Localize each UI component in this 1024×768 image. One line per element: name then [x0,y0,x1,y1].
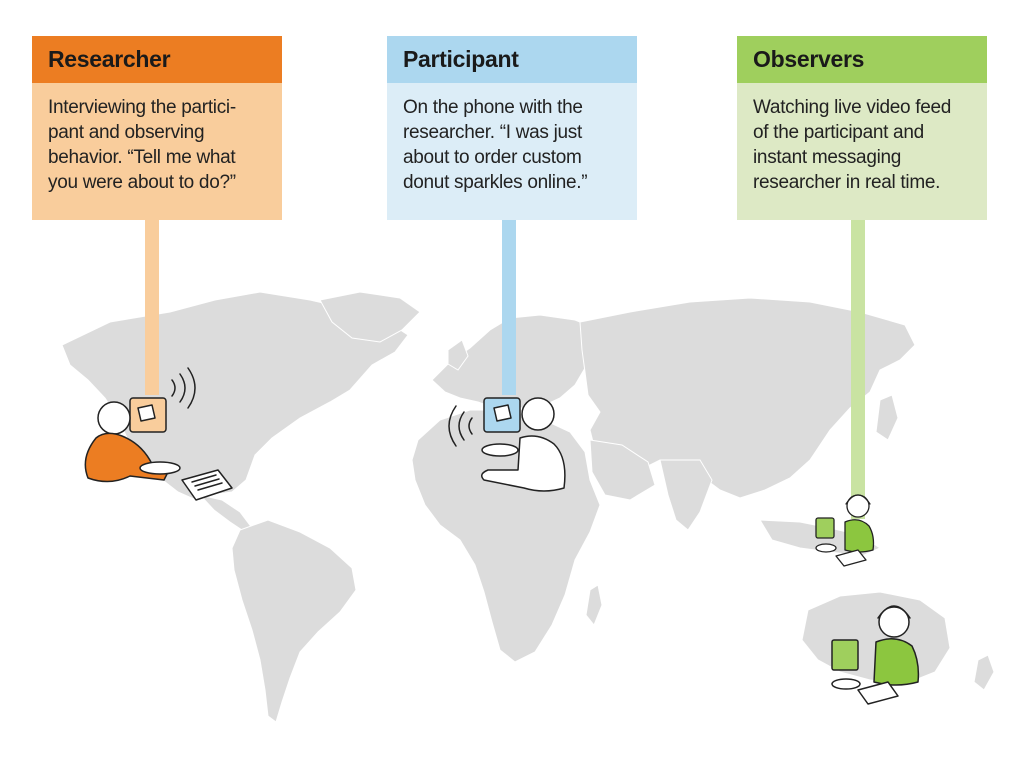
observers-line: of the participant and [753,122,924,143]
observers-description: Watching live video feed of the particip… [737,83,987,220]
observers-line: instant messaging [753,147,902,168]
participant-body [481,435,566,492]
observers-title: Observers [737,36,987,83]
participant-title: Participant [387,36,637,83]
observer-monitor [831,639,859,671]
researcher-figure [84,367,233,501]
new-zealand-landmass [973,654,995,691]
researcher-head [97,401,131,435]
observers-line: Watching live video feed [753,97,952,118]
greenland-landmass [319,291,421,343]
participant-description: On the phone with the researcher. “I was… [387,83,637,220]
participant-connector-line [502,219,516,395]
south-america-landmass [231,519,357,723]
researcher-line: behavior. “Tell me what [48,147,236,168]
observers-line: researcher in real time. [753,172,941,193]
researcher-description: Interviewing the partici- pant and obser… [32,83,282,220]
india-landmass [659,459,713,531]
observer-figure-2 [831,605,920,705]
central-america-landmass [198,494,253,533]
paper-icon [857,681,899,705]
researcher-line: pant and observing [48,122,205,143]
researcher-title: Researcher [32,36,282,83]
observer-figure-1 [815,494,875,567]
participant-figure [448,397,566,492]
signal-waves-icon [448,405,473,447]
observers-card: Observers Watching live video feed of th… [737,36,987,220]
arabia-landmass [589,439,656,501]
observer-monitor [815,517,835,539]
signal-waves-icon [171,367,196,409]
madagascar-landmass [585,584,603,626]
researcher-card: Researcher Interviewing the partici- pan… [32,36,282,220]
paper-icon [181,469,233,501]
researcher-line: you were about to do?” [48,172,236,193]
participant-line: about to order custom [403,147,582,168]
paper-icon [835,549,867,567]
observers-connector-line [851,219,865,519]
participant-card: Participant On the phone with the resear… [387,36,637,220]
researcher-connector-line [145,219,159,395]
researcher-line: Interviewing the partici- [48,97,236,118]
japan-landmass [875,394,899,441]
participant-head [521,397,555,431]
participant-line: donut sparkles online.” [403,172,588,193]
participant-line: On the phone with the [403,97,583,118]
participant-line: researcher. “I was just [403,122,582,143]
uk-landmass [447,339,469,371]
